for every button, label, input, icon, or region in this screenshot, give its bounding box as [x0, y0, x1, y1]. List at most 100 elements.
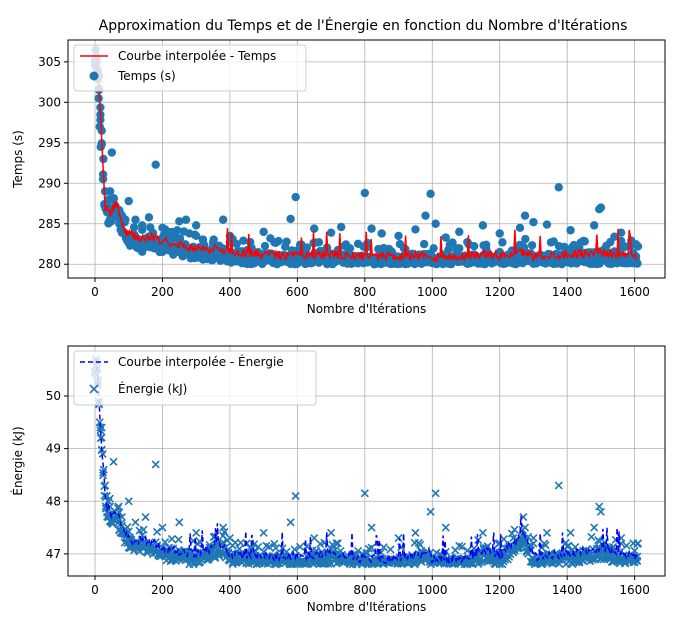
- data-point: [345, 244, 355, 253]
- x-tick-label: 200: [151, 583, 174, 597]
- data-point: [332, 539, 341, 548]
- data-point: [386, 545, 395, 554]
- data-point: [96, 434, 105, 443]
- x-tick-label: 1000: [417, 285, 448, 299]
- data-point: [168, 234, 177, 243]
- data-point: [431, 219, 440, 228]
- x-tick-label: 0: [91, 285, 99, 299]
- data-point: [416, 540, 425, 549]
- data-point: [610, 232, 619, 241]
- data-point: [541, 541, 550, 550]
- data-point: [109, 457, 118, 466]
- data-point: [219, 538, 228, 547]
- data-point: [192, 528, 201, 537]
- data-point: [429, 244, 438, 253]
- x-tick-label: 1000: [417, 583, 448, 597]
- x-tick-label: 0: [91, 583, 99, 597]
- data-point: [394, 534, 403, 543]
- data-point: [239, 236, 248, 245]
- data-point: [151, 160, 160, 169]
- data-point: [310, 534, 319, 543]
- y-tick-label: 285: [38, 217, 61, 231]
- data-point: [455, 244, 464, 253]
- data-point: [495, 539, 504, 548]
- legend-label-scatter: Énergie (kJ): [118, 381, 187, 396]
- data-point: [622, 541, 631, 550]
- data-point: [411, 528, 420, 537]
- energy-subplot: 0 200 400 600 800 1000 1200 1400 1600 47 48 49 50 Nom…: [10, 345, 666, 614]
- data-point: [527, 241, 537, 250]
- data-point: [426, 189, 435, 199]
- data-point: [377, 229, 386, 238]
- data-point: [314, 238, 324, 247]
- data-point: [96, 142, 105, 152]
- data-point: [431, 489, 440, 498]
- legend-marker-swatch: [89, 384, 99, 394]
- x-tick-label: 800: [353, 583, 376, 597]
- data-point: [218, 215, 228, 224]
- data-point: [542, 220, 552, 229]
- data-point: [191, 231, 201, 240]
- data-point: [360, 188, 370, 198]
- y-axis: 47 48 49 50: [46, 389, 68, 561]
- data-point: [498, 238, 507, 247]
- data-point: [521, 234, 530, 244]
- y-tick-label: 49: [46, 442, 61, 456]
- data-point: [94, 94, 103, 103]
- data-point: [259, 227, 268, 237]
- data-point: [630, 546, 639, 555]
- data-point: [286, 518, 295, 527]
- data-point: [105, 187, 115, 196]
- y-tick-label: 305: [38, 55, 61, 69]
- data-point: [475, 558, 484, 567]
- data-point: [117, 512, 127, 522]
- y-tick-label: 295: [38, 136, 61, 150]
- legend: Courbe interpolée - Temps Temps (s): [73, 44, 307, 92]
- axes-frame: [67, 345, 666, 577]
- data-point: [282, 237, 291, 246]
- y-axis-label: Temps (s): [11, 130, 25, 189]
- data-point: [520, 211, 530, 220]
- interpolated-line: [94, 53, 638, 263]
- data-point: [525, 545, 534, 554]
- data-point: [360, 489, 369, 498]
- data-point: [337, 222, 346, 232]
- data-point: [608, 542, 618, 551]
- data-point: [426, 507, 435, 516]
- data-point: [441, 233, 450, 242]
- data-point: [97, 423, 106, 432]
- data-point: [291, 491, 300, 501]
- data-point: [101, 481, 110, 490]
- data-point: [291, 192, 300, 202]
- data-point: [596, 507, 605, 516]
- data-point: [455, 541, 464, 550]
- data-point: [167, 534, 176, 544]
- data-point: [520, 523, 530, 532]
- data-point: [633, 242, 643, 251]
- data-point: [482, 240, 491, 250]
- data-point: [95, 418, 104, 427]
- legend-label-scatter: Temps (s): [117, 69, 176, 83]
- data-point: [139, 525, 148, 534]
- data-point: [173, 226, 182, 235]
- data-point: [129, 223, 139, 232]
- data-point: [158, 523, 167, 532]
- legend-marker-swatch: [89, 71, 99, 81]
- data-point: [510, 525, 519, 534]
- legend: Courbe interpolée - Énergie Énergie (kJ): [73, 350, 317, 406]
- data-point: [564, 541, 573, 550]
- y-tick-label: 50: [46, 389, 61, 403]
- data-point: [266, 234, 275, 243]
- data-point: [181, 215, 191, 224]
- data-point: [580, 237, 589, 246]
- data-point: [469, 242, 479, 251]
- x-tick-label: 400: [218, 285, 241, 299]
- data-point: [455, 227, 464, 237]
- data-point: [175, 217, 184, 226]
- data-point: [141, 512, 150, 522]
- x-tick-label: 1600: [619, 583, 650, 597]
- x-tick-label: 800: [353, 285, 376, 299]
- data-point: [124, 196, 133, 206]
- data-point: [260, 241, 270, 251]
